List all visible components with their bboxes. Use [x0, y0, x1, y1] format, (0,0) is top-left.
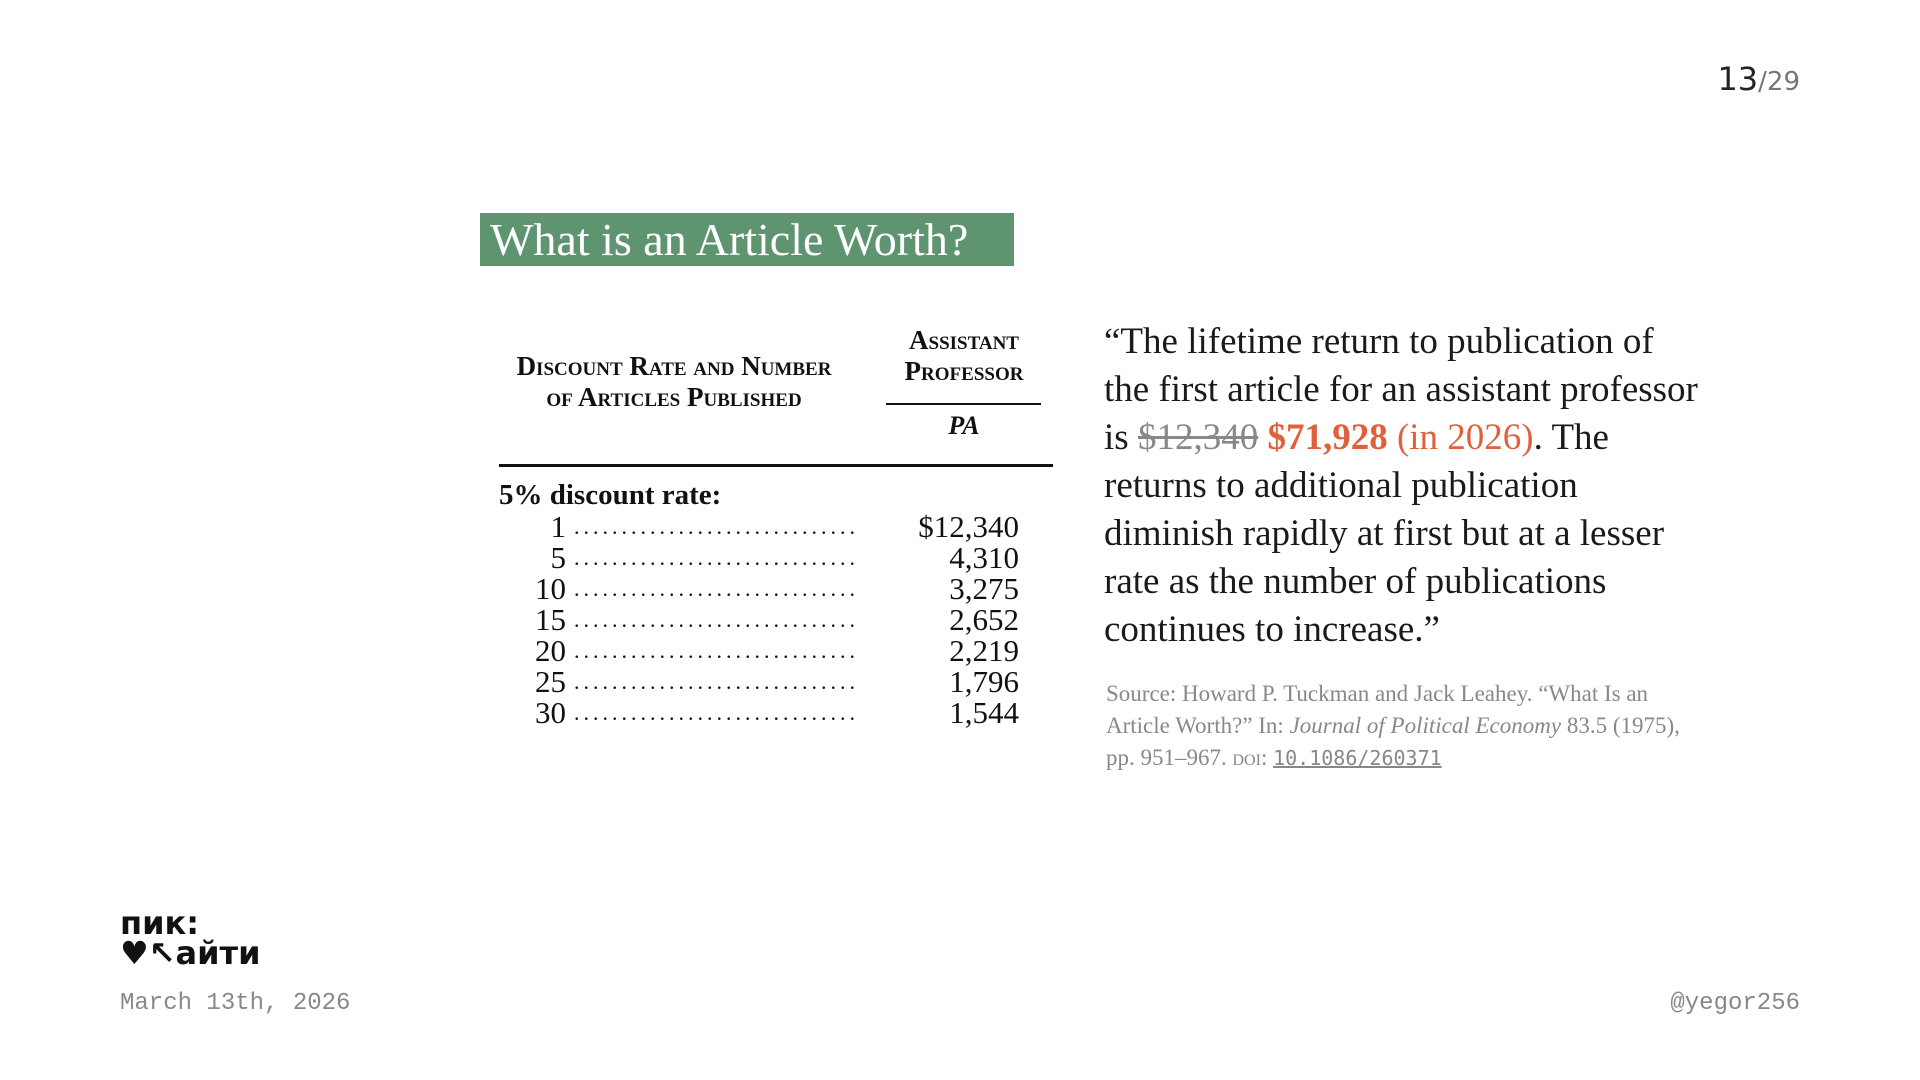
leader-dots: ..............................: [574, 700, 859, 725]
table-row: 30.............................. 1,544: [484, 697, 1053, 728]
group-label: 5% discount rate:: [499, 479, 722, 511]
articles-count: 5: [550, 540, 567, 575]
header-rule: [886, 403, 1041, 405]
table-rule: [499, 464, 1053, 467]
article-worth-table: Discount Rate and Number of Articles Pub…: [484, 321, 1053, 741]
quote: “The lifetime return to publication of t…: [1104, 318, 1704, 654]
articles-count: 30: [535, 695, 566, 730]
quote-text-1: “The lifetime return to publication of t…: [1104, 321, 1698, 458]
return-value: 1,544: [949, 695, 1019, 730]
table-row: 10.............................. 3,275: [484, 573, 1053, 604]
return-value: 4,310: [949, 540, 1019, 575]
slide-title: What is an Article Worth?: [480, 213, 1014, 266]
table-row: 25.............................. 1,796: [484, 666, 1053, 697]
articles-count: 1: [550, 509, 567, 544]
table-rows: 1.............................. $12,340 5.…: [484, 511, 1053, 728]
header-assistant-professor: Assistant Professor: [904, 325, 1024, 386]
doi-link[interactable]: 10.1086/260371: [1273, 746, 1442, 770]
table-row: 15.............................. 2,652: [484, 604, 1053, 635]
source-citation: Source: Howard P. Tuckman and Jack Leahe…: [1106, 678, 1696, 774]
quote-text-2: . The returns to additional publication …: [1104, 417, 1665, 650]
return-value: 2,652: [949, 602, 1019, 637]
articles-count: 20: [535, 633, 566, 668]
leader-dots: ..............................: [574, 545, 859, 570]
logo-line-2: ♥↖айти: [120, 934, 261, 972]
return-value: $12,340: [918, 509, 1019, 544]
leader-dots: ..............................: [574, 607, 859, 632]
doi-label: doi:: [1232, 745, 1268, 770]
footer-handle: @yegor256: [1670, 990, 1800, 1017]
articles-count: 15: [535, 602, 566, 637]
table-row: 5.............................. 4,310: [484, 542, 1053, 573]
source-prefix: Source: Howard P. Tuckman and Jack Leahe…: [1106, 681, 1649, 738]
journal-name: Journal of Political Economy: [1289, 713, 1562, 738]
return-value: 1,796: [949, 664, 1019, 699]
current-slide: 13: [1717, 60, 1759, 98]
header-discount-rate: Discount Rate and Number of Articles Pub…: [516, 351, 832, 412]
leader-dots: ..............................: [574, 514, 859, 539]
total-slides: /29: [1758, 67, 1800, 97]
logo-line-1: пик:: [120, 904, 200, 942]
leader-dots: ..............................: [574, 576, 859, 601]
logo: пик: ♥↖айти: [120, 904, 261, 972]
old-value: $12,340: [1137, 417, 1259, 458]
slide-number: 13/29: [1717, 60, 1800, 98]
new-value: $71,928: [1267, 417, 1388, 458]
table-row: 20.............................. 2,219: [484, 635, 1053, 666]
return-value: 3,275: [949, 571, 1019, 606]
articles-count: 10: [535, 571, 566, 606]
articles-count: 25: [535, 664, 566, 699]
leader-dots: ..............................: [574, 638, 859, 663]
table-row: 1.............................. $12,340: [484, 511, 1053, 542]
source-details: 83.5 (1975), pp. 951–967.: [1106, 713, 1680, 770]
footer-date: March 13th, 2026: [120, 990, 351, 1017]
header-symbol: PA: [948, 411, 980, 440]
return-value: 2,219: [949, 633, 1019, 668]
new-value-note: (in 2026): [1387, 417, 1534, 458]
leader-dots: ..............................: [574, 669, 859, 694]
